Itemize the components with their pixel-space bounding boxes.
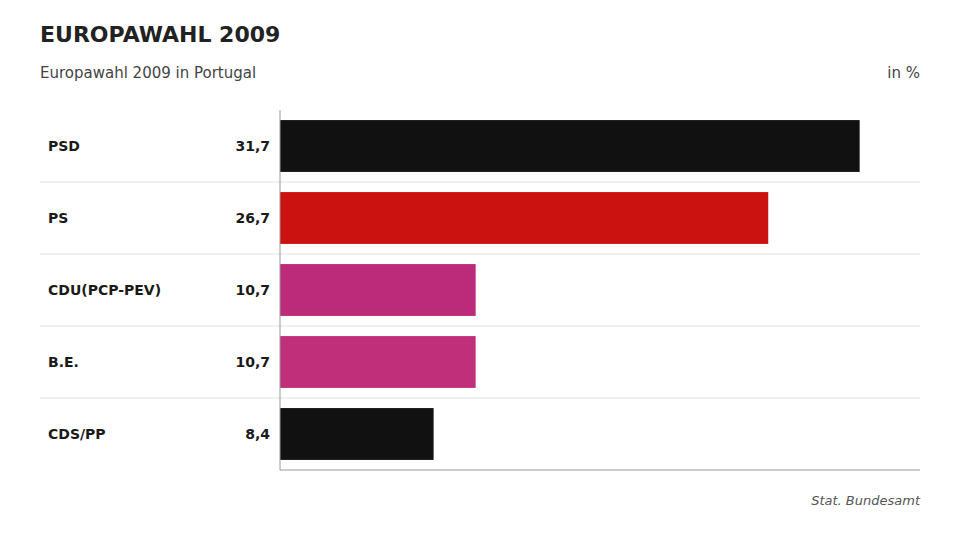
row-separator (40, 398, 920, 399)
data-label: 31,7 (235, 138, 270, 154)
data-label: 10,7 (235, 354, 270, 370)
data-label: 8,4 (245, 426, 270, 442)
bars (280, 120, 860, 460)
chart-container: EUROPAWAHL 2009 Europawahl 2009 in Portug… (0, 0, 960, 544)
y-axis-line (280, 110, 281, 470)
x-axis-line (280, 470, 920, 471)
category-label: B.E. (48, 354, 79, 370)
bar (280, 408, 434, 460)
labels: PSD 31,7 PS 26,7 CDU(PCP-PEV) 10,7 B.E. 10,7 CDS… (48, 138, 270, 442)
bar (280, 336, 476, 388)
bar (280, 120, 860, 172)
category-label: PSD (48, 138, 80, 154)
category-label: CDU(PCP-PEV) (48, 282, 161, 298)
bar (280, 264, 476, 316)
title: EUROPAWAHL 2009 (40, 22, 280, 47)
row-separator (40, 254, 920, 255)
source-note: Stat. Bundesamt (811, 493, 921, 508)
chart-svg: EUROPAWAHL 2009 Europawahl 2009 in Portug… (0, 0, 960, 544)
data-label: 26,7 (235, 210, 270, 226)
category-label: CDS/PP (48, 426, 106, 442)
bar (280, 192, 768, 244)
subtitle: Europawahl 2009 in Portugal (40, 64, 256, 82)
category-label: PS (48, 210, 68, 226)
unit-label: in % (887, 64, 920, 82)
row-separator (40, 326, 920, 327)
data-label: 10,7 (235, 282, 270, 298)
row-separator (40, 182, 920, 183)
